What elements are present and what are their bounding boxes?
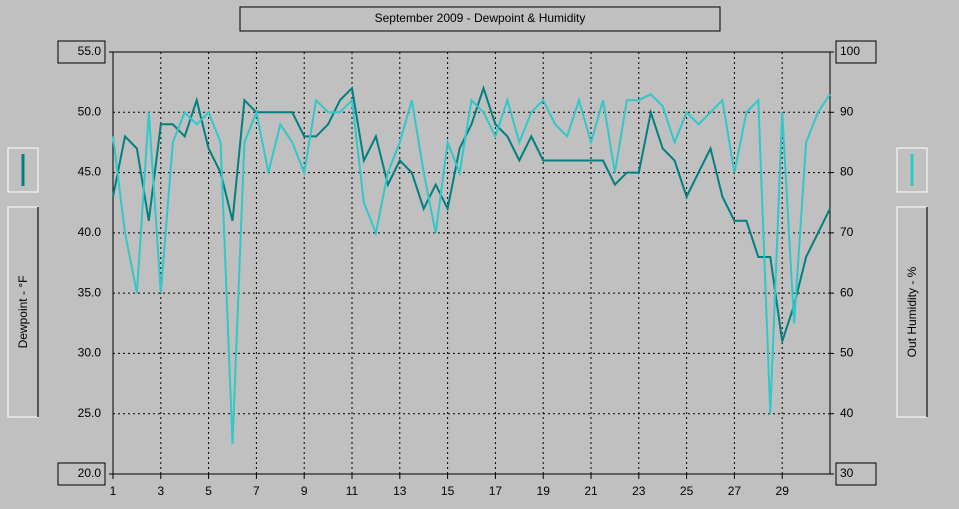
y-tick-label: 25.0: [78, 406, 102, 420]
y-tick-label: 55.0: [78, 44, 102, 58]
y2-tick-label: 30: [840, 466, 854, 480]
y2-tick-label: 70: [840, 225, 854, 239]
tick-box: [57, 40, 106, 64]
y-tick-label: 35.0: [78, 285, 102, 299]
x-tick-label: 11: [346, 484, 359, 498]
tick-box: [57, 462, 106, 486]
x-tick-label: 27: [728, 484, 742, 498]
x-tick-label: 25: [680, 484, 694, 498]
x-tick-label: 13: [393, 484, 407, 498]
y2-tick-label: 40: [840, 406, 854, 420]
data-line: [112, 85, 831, 342]
tick-box: [835, 462, 877, 486]
y-axis-label: Dewpoint - °F: [16, 276, 30, 349]
y2-tick-label: 90: [840, 104, 854, 118]
x-tick-label: 5: [205, 484, 212, 498]
x-tick-label: 3: [157, 484, 164, 498]
y-tick-label: 50.0: [78, 104, 102, 118]
y2-axis-label: Out Humidity - %: [905, 266, 919, 357]
y2-tick-label: 60: [840, 285, 854, 299]
x-tick-label: 29: [776, 484, 790, 498]
legend-label: Out Humidity: [877, 132, 946, 146]
y2-tick-label: 50: [840, 346, 854, 360]
x-tick-label: 17: [489, 484, 503, 498]
chart-title: September 2009 - Dewpoint & Humidity: [375, 11, 586, 25]
y-tick-label: 40.0: [78, 225, 102, 239]
y2label-box: [896, 206, 928, 418]
y2-tick-label: 100: [840, 44, 860, 58]
x-tick-label: 9: [301, 484, 308, 498]
data-line: [112, 92, 831, 444]
x-tick-label: 23: [632, 484, 646, 498]
title-box: [239, 6, 721, 32]
legend-label: Dewpoint: [0, 132, 49, 146]
x-tick-label: 19: [537, 484, 551, 498]
plot-area: [112, 51, 831, 475]
x-tick-label: 15: [441, 484, 455, 498]
tick-box: [835, 40, 877, 64]
y-tick-label: 30.0: [78, 346, 102, 360]
y2-tick-label: 80: [840, 165, 854, 179]
x-tick-label: 7: [253, 484, 260, 498]
y-tick-label: 20.0: [78, 466, 102, 480]
x-tick-label: 1: [110, 484, 117, 498]
ylabel-box: [7, 206, 39, 418]
y-tick-label: 45.0: [78, 165, 102, 179]
x-tick-label: 21: [584, 484, 598, 498]
